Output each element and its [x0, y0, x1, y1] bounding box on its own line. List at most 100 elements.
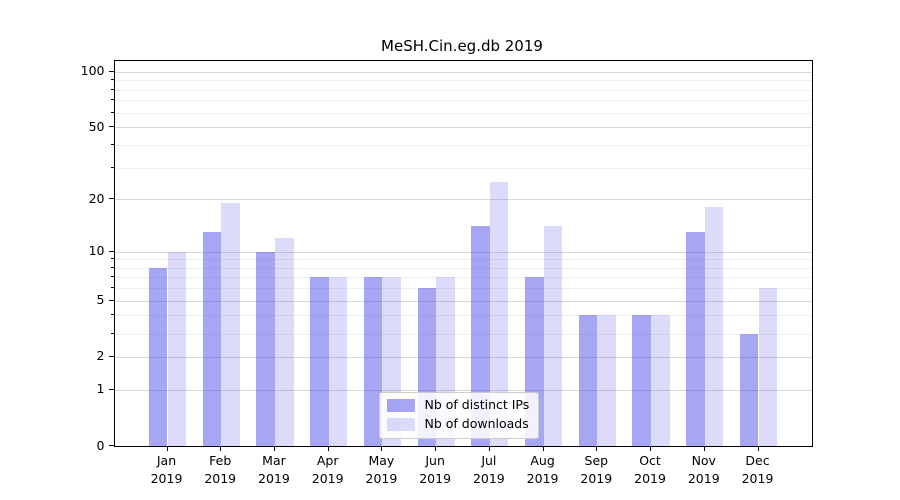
y-axis-minortick-80: [110, 88, 114, 90]
x-axis-tick-aug: [542, 446, 544, 451]
x-axis-label-oct: Oct 2019: [634, 453, 666, 487]
y-axis-tick-label-5: 5: [96, 291, 105, 307]
y-axis-tick-label-100: 100: [80, 62, 105, 78]
chart-title: MeSH.Cin.eg.db 2019: [381, 37, 543, 55]
x-axis-tick-oct: [650, 446, 652, 451]
x-axis-tick-nov: [703, 446, 705, 451]
legend-label-downloads: Nb of downloads: [424, 415, 529, 431]
y-axis-minortick-30: [110, 166, 114, 168]
y-axis-minortick-9: [110, 258, 114, 260]
bar-dec-distinct-ips: [739, 333, 759, 446]
gridline-major-5: [114, 300, 812, 302]
x-axis-label-nov: Nov 2019: [687, 453, 720, 487]
y-axis-tick-10: [108, 250, 114, 252]
x-axis-label-jun: Jun 2019: [419, 453, 452, 487]
y-axis-minortick-8: [110, 266, 114, 268]
gridline-minor-40: [114, 144, 812, 146]
y-axis-tick-0: [108, 445, 114, 446]
bar-jul-downloads: [489, 181, 509, 446]
y-axis-tick-label-0: 0: [96, 437, 105, 453]
gridline-major-100: [114, 71, 812, 73]
bar-feb-downloads: [221, 203, 240, 446]
bar-apr-downloads: [328, 277, 348, 446]
x-axis-tick-jan: [166, 446, 168, 451]
y-axis-tick-label-1: 1: [96, 381, 105, 397]
y-axis-tick-2: [108, 355, 114, 357]
x-axis-label-jul: Jul 2019: [472, 453, 505, 487]
y-axis-tick-100: [108, 70, 114, 72]
gridline-major-10: [114, 251, 812, 253]
y-axis-tick-label-20: 20: [88, 190, 105, 206]
x-axis-label-dec: Dec 2019: [741, 453, 774, 487]
gridline-major-1: [114, 389, 812, 391]
legend: Nb of distinct IPs Nb of downloads: [378, 391, 540, 439]
x-axis-tick-may: [381, 446, 383, 451]
bar-aug-downloads: [543, 226, 563, 446]
bar-jan-downloads: [167, 251, 187, 446]
y-axis-tick-5: [108, 299, 114, 301]
y-axis-tick-1: [108, 388, 114, 390]
plot-area: Nb of distinct IPs Nb of downloads: [113, 59, 813, 447]
gridline-minor-3: [114, 333, 812, 335]
x-axis-tick-apr: [327, 446, 329, 451]
bar-jan-distinct-ips: [148, 267, 168, 446]
legend-item-distinct-ips: Nb of distinct IPs: [386, 396, 530, 412]
gridline-minor-60: [114, 112, 812, 114]
y-axis-minortick-3: [110, 332, 114, 334]
x-axis-tick-mar: [273, 446, 275, 451]
bar-apr-distinct-ips: [310, 277, 329, 446]
gridline-minor-9: [114, 259, 812, 261]
y-axis-tick-label-2: 2: [96, 348, 105, 364]
bar-jul-distinct-ips: [471, 226, 490, 446]
gridline-minor-90: [114, 80, 812, 82]
x-axis-label-aug: Aug 2019: [526, 453, 559, 487]
bar-mar-distinct-ips: [256, 251, 275, 446]
x-axis-label-sep: Sep 2019: [580, 453, 613, 487]
y-axis-minortick-90: [110, 79, 114, 81]
y-axis-tick-label-10: 10: [88, 242, 105, 258]
bar-dec-downloads: [758, 288, 778, 446]
y-axis-minortick-7: [110, 276, 114, 278]
legend-swatch-distinct-ips-icon: [386, 398, 415, 412]
gridline-minor-30: [114, 167, 812, 169]
x-axis-label-may: May 2019: [365, 453, 398, 487]
x-axis-tick-jun: [435, 446, 437, 451]
bar-nov-downloads: [704, 207, 724, 446]
bar-nov-distinct-ips: [686, 231, 705, 446]
bar-oct-distinct-ips: [632, 315, 652, 446]
x-axis-tick-jul: [488, 446, 490, 451]
bar-oct-downloads: [651, 315, 670, 446]
y-axis-minortick-70: [110, 99, 114, 101]
gridline-major-20: [114, 199, 812, 201]
x-axis-label-apr: Apr 2019: [311, 453, 344, 487]
bar-sep-downloads: [597, 315, 616, 446]
bar-may-distinct-ips: [363, 277, 383, 446]
x-axis-tick-sep: [596, 446, 598, 451]
gridline-minor-6: [114, 288, 812, 290]
gridline-minor-8: [114, 267, 812, 269]
y-axis-minortick-6: [110, 287, 114, 289]
legend-label-distinct-ips: Nb of distinct IPs: [424, 396, 530, 412]
x-axis-tick-feb: [220, 446, 222, 451]
legend-item-downloads: Nb of downloads: [386, 415, 530, 431]
gridline-minor-7: [114, 277, 812, 279]
y-axis-minortick-60: [110, 111, 114, 113]
y-axis-minortick-4: [110, 314, 114, 316]
bar-mar-downloads: [274, 237, 294, 446]
legend-swatch-downloads-icon: [386, 417, 415, 431]
x-axis-label-feb: Feb 2019: [204, 453, 237, 487]
gridline-major-50: [114, 127, 812, 129]
bar-sep-distinct-ips: [578, 315, 598, 446]
gridline-minor-4: [114, 315, 812, 317]
gridline-minor-70: [114, 100, 812, 102]
bar-feb-distinct-ips: [202, 231, 222, 446]
y-axis-tick-50: [108, 126, 114, 128]
x-axis-tick-dec: [757, 446, 759, 451]
gridline-major-2: [114, 356, 812, 358]
x-axis-label-jan: Jan 2019: [150, 453, 183, 487]
y-axis-tick-20: [108, 198, 114, 200]
y-axis-minortick-40: [110, 143, 114, 145]
gridline-minor-80: [114, 89, 812, 91]
y-axis-tick-label-50: 50: [88, 118, 105, 134]
